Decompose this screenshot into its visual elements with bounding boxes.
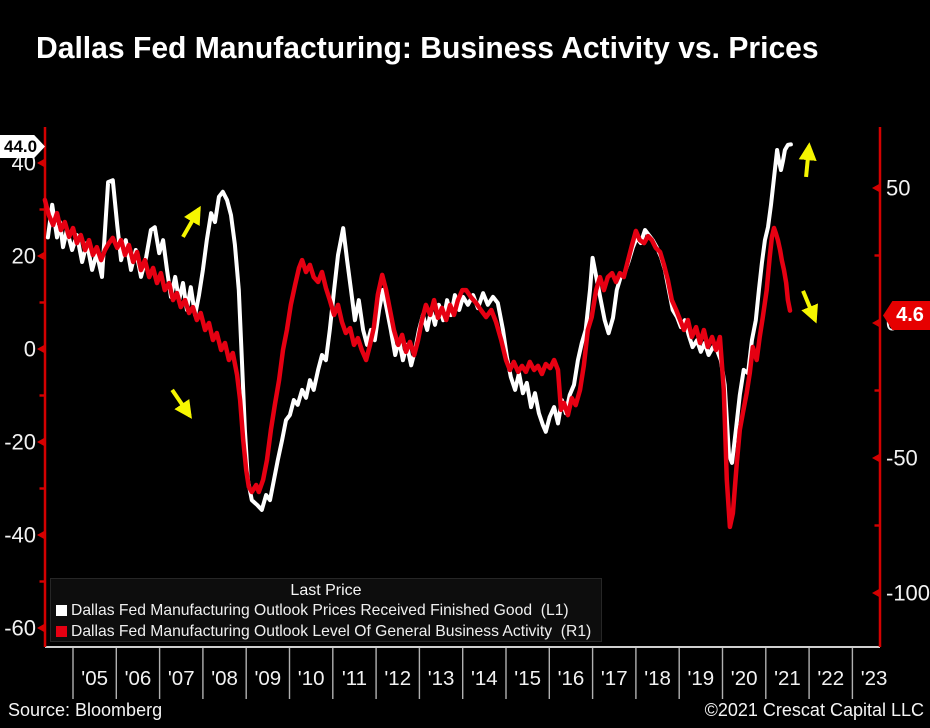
left-major-tick [37, 344, 45, 354]
right-tick-label: 50 [886, 176, 910, 201]
x-tick-label: '09 [254, 667, 281, 690]
x-tick-label: '13 [428, 667, 455, 690]
x-tick-label: '19 [687, 667, 714, 690]
left-minor-tick [39, 301, 45, 304]
x-tick-label: '06 [125, 667, 152, 690]
x-tick-label: '14 [471, 667, 498, 690]
left-tick-label: 20 [12, 244, 36, 269]
legend-row-business-activity: Dallas Fed Manufacturing Outlook Level O… [51, 621, 601, 642]
right-axis: 500-50-100 [872, 127, 930, 647]
x-tick-label: '10 [298, 667, 325, 690]
yellow-arrow-annotation [170, 388, 192, 419]
annotation-arrows [170, 142, 818, 419]
left-tick-label: -60 [4, 616, 36, 641]
copyright-label: ©2021 Crescat Capital LLC [704, 700, 924, 720]
left-last-price-badge: 44.0 [0, 135, 45, 158]
x-tick-label: '11 [342, 667, 367, 690]
x-tick-label: '17 [601, 667, 628, 690]
left-minor-tick [39, 580, 45, 583]
left-major-tick [37, 158, 45, 168]
legend-label-prices-received: Dallas Fed Manufacturing Outlook Prices … [71, 601, 569, 619]
left-tick-label: -20 [4, 430, 36, 455]
chart-title: Dallas Fed Manufacturing: Business Activ… [36, 30, 819, 65]
yellow-arrow-annotation [181, 205, 201, 238]
right-last-price-badge: 4.6 [883, 301, 930, 330]
x-tick-label: '22 [817, 667, 844, 690]
right-minor-tick [874, 524, 880, 527]
right-tick-label: -50 [886, 446, 918, 471]
x-tick-label: '18 [644, 667, 671, 690]
right-minor-tick [874, 254, 880, 257]
white-series-swatch-icon [56, 605, 67, 616]
left-major-tick [37, 437, 45, 447]
left-minor-tick [39, 208, 45, 211]
right-major-tick [872, 453, 880, 463]
legend-box: Last Price Dallas Fed Manufacturing Outl… [50, 578, 602, 642]
right-major-tick [872, 318, 880, 328]
x-axis: '05 '06 '07 '08 '09 '10 '11 '12 '13 '14 '15 '16 '17 '… [45, 646, 888, 699]
right-minor-tick [874, 389, 880, 392]
left-tick-label: 0 [24, 337, 36, 362]
legend-header: Last Price [290, 582, 362, 599]
legend-row-prices-received: Dallas Fed Manufacturing Outlook Prices … [51, 600, 601, 621]
series-lines [42, 142, 793, 530]
x-tick-label: '23 [861, 667, 888, 690]
left-minor-tick [39, 487, 45, 490]
source-label: Source: Bloomberg [8, 700, 163, 720]
x-tick-label: '21 [774, 667, 801, 690]
right-major-tick [872, 183, 880, 193]
x-tick-label: '08 [211, 667, 238, 690]
yellow-arrow-annotation [801, 290, 818, 324]
x-tick-label: '16 [558, 667, 585, 690]
left-tick-label: -40 [4, 523, 36, 548]
left-minor-tick [39, 394, 45, 397]
left-major-tick [37, 623, 45, 633]
left-major-tick [37, 530, 45, 540]
business-activity-line [42, 197, 793, 530]
x-tick-label: '20 [731, 667, 758, 690]
x-tick-label: '15 [514, 667, 541, 690]
x-tick-label: '12 [384, 667, 411, 690]
right-major-tick [872, 588, 880, 598]
left-major-tick [37, 251, 45, 261]
x-tick-label: '05 [81, 667, 108, 690]
footer-row: Source: Bloomberg ©2021 Crescat Capital … [0, 698, 930, 724]
right-tick-label: -100 [886, 581, 930, 606]
yellow-arrow-annotation [798, 142, 817, 178]
legend-label-business-activity: Dallas Fed Manufacturing Outlook Level O… [71, 622, 592, 640]
x-tick-label: '07 [168, 667, 195, 690]
red-series-swatch-icon [56, 626, 67, 637]
